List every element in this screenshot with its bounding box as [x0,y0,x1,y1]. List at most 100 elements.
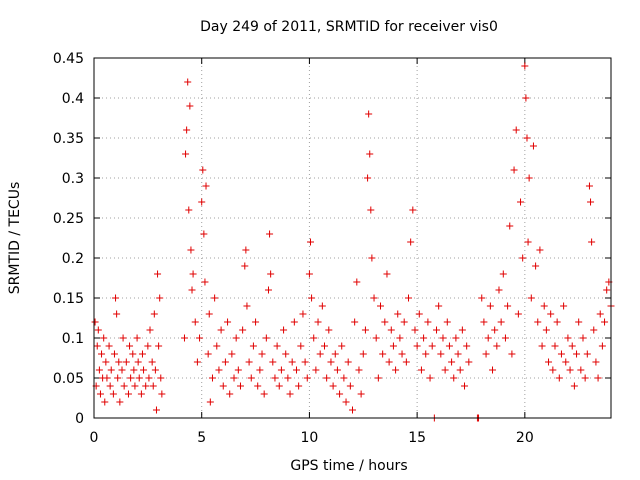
data-point [601,318,609,326]
data-point [587,198,595,206]
data-point [381,318,389,326]
data-point [534,318,542,326]
data-point [592,358,600,366]
data-point [465,358,473,366]
x-tick-label: 20 [516,430,534,446]
data-point [286,390,294,398]
data-point [134,358,142,366]
data-point [191,318,199,326]
data-point [206,398,214,406]
data-point [96,390,104,398]
data-point [392,366,400,374]
data-point [506,222,514,230]
data-point [156,294,164,302]
data-point [439,334,447,342]
data-point [501,334,509,342]
y-tick-label: 0.1 [62,331,84,347]
data-point [116,398,124,406]
data-point [292,366,300,374]
data-point [314,318,322,326]
data-point [525,174,533,182]
data-point [320,342,328,350]
data-point [115,358,123,366]
data-point [312,366,320,374]
data-point [480,318,488,326]
data-point [114,374,122,382]
plot-frame [93,57,612,419]
data-point [405,294,413,302]
data-point [575,318,583,326]
data-point [267,270,275,278]
data-point [522,94,530,102]
data-point [400,318,408,326]
data-point [536,246,544,254]
data-point [553,318,561,326]
data-point [422,350,430,358]
data-point [377,302,385,310]
data-point [349,406,356,414]
data-point [202,182,210,190]
data-point [452,334,460,342]
data-point [331,350,339,358]
data-point [187,246,195,254]
data-point [433,326,441,334]
data-point [394,310,402,318]
data-point [232,334,240,342]
data-point [508,350,516,358]
data-point [260,390,268,398]
data-point [540,302,548,310]
data-point [144,342,152,350]
data-point [129,350,137,358]
data-point [107,366,115,374]
data-point [154,270,162,278]
data-point [486,302,494,310]
y-axis-label: SRMTID / TECUs [7,182,23,295]
data-point [461,382,469,390]
data-point [219,382,227,390]
data-point [126,342,134,350]
data-point [188,286,196,294]
data-point [182,150,190,158]
data-point [424,318,432,326]
data-point [368,254,376,262]
data-point [266,230,274,238]
data-point [91,318,99,326]
data-point [357,390,365,398]
data-point [409,206,417,214]
data-point [199,166,207,174]
data-point [463,342,471,350]
data-point [555,374,563,382]
y-tick-label: 0.4 [62,91,84,107]
data-point [443,318,451,326]
data-point [510,166,518,174]
data-point [110,350,118,358]
data-point [100,334,108,342]
data-point [581,374,589,382]
data-point [127,374,135,382]
data-point [542,326,550,334]
data-point [186,102,194,110]
data-point [208,374,216,382]
data-point [426,374,434,382]
data-point [517,198,525,206]
y-tick-label: 0.3 [62,171,84,187]
data-point [318,302,326,310]
data-point [119,334,127,342]
data-point [106,382,114,390]
data-point [374,374,382,382]
data-point [560,302,568,310]
data-point [564,334,572,342]
data-point [551,342,559,350]
data-point [247,374,255,382]
data-point [155,342,163,350]
x-axis-label: GPS time / hours [290,458,407,474]
data-point [340,374,348,382]
data-point [435,302,443,310]
data-point [583,350,591,358]
data-point [254,382,262,390]
data-point [497,318,505,326]
data-point [336,390,344,398]
x-tick-label: 5 [197,430,206,446]
data-point [398,350,406,358]
data-point [407,238,415,246]
